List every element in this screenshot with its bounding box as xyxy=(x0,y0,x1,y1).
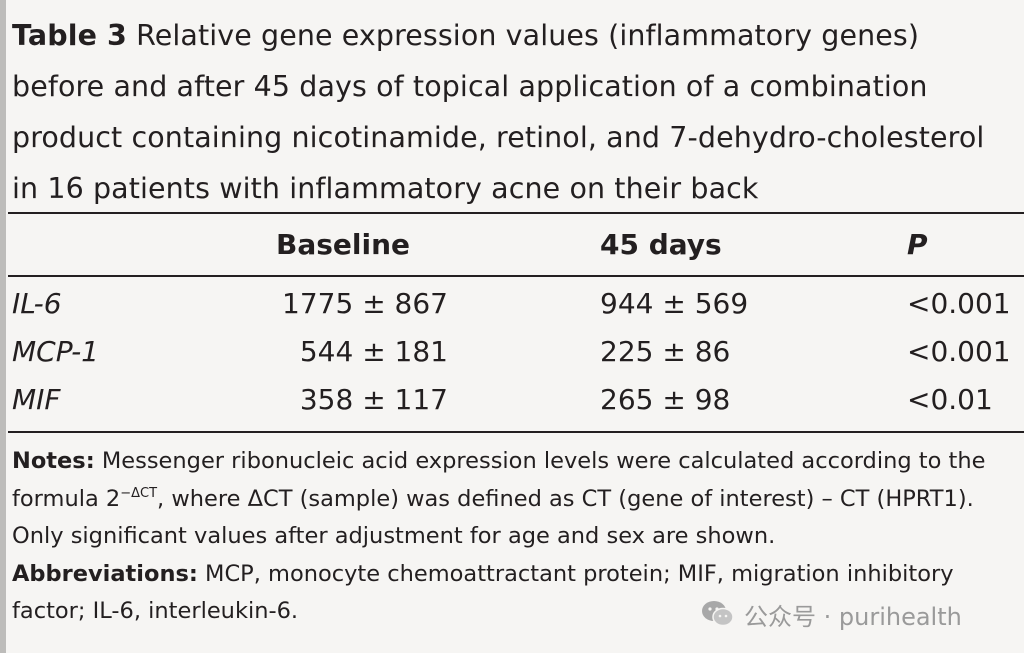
notes-text-1: Messenger ribonucleic acid expression le… xyxy=(12,448,986,512)
gene-name: MIF xyxy=(12,383,61,416)
gene-name: MCP-1 xyxy=(12,335,99,368)
abbreviations-label: Abbreviations: xyxy=(12,560,198,587)
table-notes: Notes: Messenger ribonucleic acid expres… xyxy=(12,443,1017,631)
table-row: IL-6 1775 ± 867 944 ± 569 <0.001 xyxy=(0,287,1024,335)
table-caption-text: Relative gene expression values (inflamm… xyxy=(12,19,985,205)
table-row: MIF 358 ± 117 265 ± 98 <0.01 xyxy=(0,383,1024,431)
notes-label: Notes: xyxy=(12,448,95,474)
gene-name: IL-6 xyxy=(12,287,62,320)
wechat-icon xyxy=(702,601,734,627)
baseline-value: 1775 ± 867 xyxy=(282,287,448,320)
abbreviations-text: MCP, monocyte chemoattractant protein; M… xyxy=(12,560,954,625)
page-edge xyxy=(0,0,6,653)
notes-paragraph: Notes: Messenger ribonucleic acid expres… xyxy=(12,443,1017,556)
watermark-text: 公众号 · purihealth xyxy=(744,602,962,631)
abbreviations-paragraph: Abbreviations: MCP, monocyte chemoattrac… xyxy=(12,556,1017,631)
header-rule xyxy=(8,275,1024,277)
table-top-rule xyxy=(8,212,1024,214)
p-value: <0.01 xyxy=(907,383,993,416)
table-label: Table 3 xyxy=(12,19,127,52)
p-value: <0.001 xyxy=(907,287,1011,320)
day45-value: 265 ± 98 xyxy=(600,383,731,416)
notes-superscript: −ΔCT xyxy=(120,485,158,501)
header-p-value: P xyxy=(907,228,928,261)
day45-value: 225 ± 86 xyxy=(600,335,731,368)
table-row: MCP-1 544 ± 181 225 ± 86 <0.001 xyxy=(0,335,1024,383)
day45-value: 944 ± 569 xyxy=(600,287,749,320)
table-bottom-rule xyxy=(8,431,1024,433)
p-value: <0.001 xyxy=(907,335,1011,368)
header-45-days: 45 days xyxy=(600,228,722,261)
watermark: 公众号 · purihealth xyxy=(700,594,962,634)
baseline-value: 544 ± 181 xyxy=(299,335,448,368)
header-baseline: Baseline xyxy=(276,228,411,261)
notes-text-2: , where ΔCT (sample) was defined as CT (… xyxy=(12,485,974,550)
baseline-value: 358 ± 117 xyxy=(299,383,448,416)
table-caption: Table 3 Relative gene expression values … xyxy=(12,10,1012,214)
